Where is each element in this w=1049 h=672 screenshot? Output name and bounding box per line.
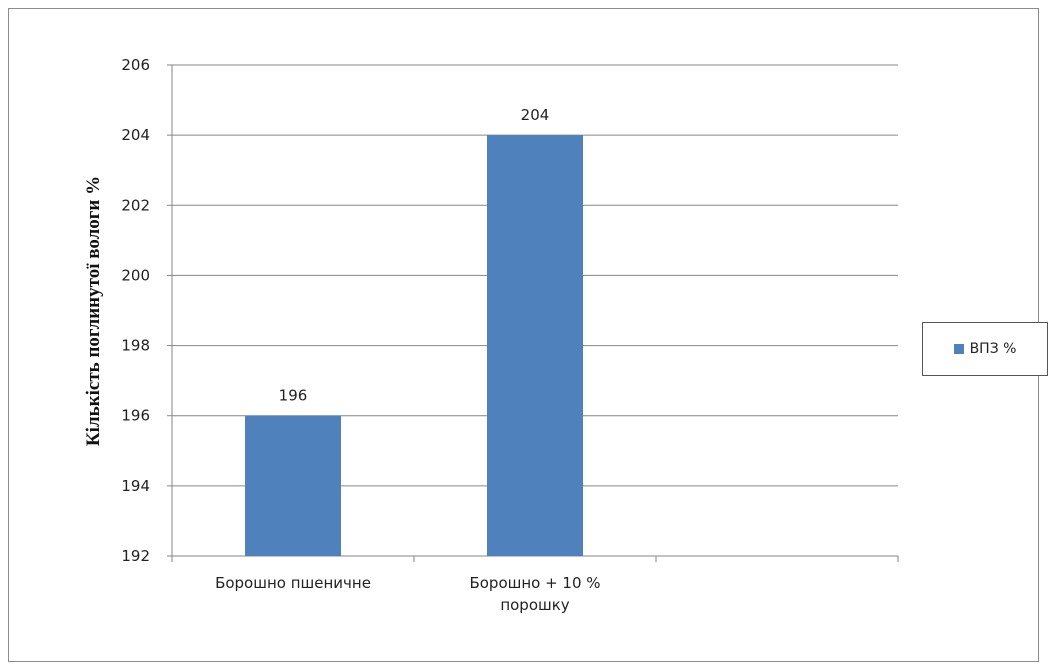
category-label: порошку bbox=[500, 596, 569, 614]
y-tick-label: 204 bbox=[121, 126, 150, 144]
data-label: 204 bbox=[521, 106, 550, 124]
y-tick-label: 194 bbox=[121, 477, 150, 495]
bars bbox=[245, 135, 583, 556]
y-tick-labels: 192 194 196 198 200 202 204 206 bbox=[121, 56, 150, 565]
y-tick-label: 206 bbox=[121, 56, 150, 74]
y-axis-label: Кількість поглинутої вологи % bbox=[83, 176, 104, 446]
legend-swatch bbox=[953, 344, 964, 354]
legend-label: ВПЗ % bbox=[969, 341, 1017, 357]
y-tick-label: 202 bbox=[121, 196, 150, 214]
legend: ВПЗ % bbox=[922, 322, 1048, 376]
y-tick-label: 198 bbox=[121, 337, 150, 355]
bar bbox=[245, 415, 341, 556]
data-label: 196 bbox=[279, 387, 308, 405]
y-tick-label: 196 bbox=[121, 407, 150, 425]
y-tick-label: 192 bbox=[121, 547, 150, 565]
data-labels: 196 204 bbox=[279, 106, 550, 405]
category-label: Борошно + 10 % bbox=[469, 574, 600, 592]
bar bbox=[487, 135, 583, 556]
category-label: Борошно пшеничне bbox=[215, 574, 371, 592]
y-tick-label: 200 bbox=[121, 266, 150, 284]
category-labels: Борошно пшеничне Борошно + 10 % порошку bbox=[215, 574, 600, 614]
